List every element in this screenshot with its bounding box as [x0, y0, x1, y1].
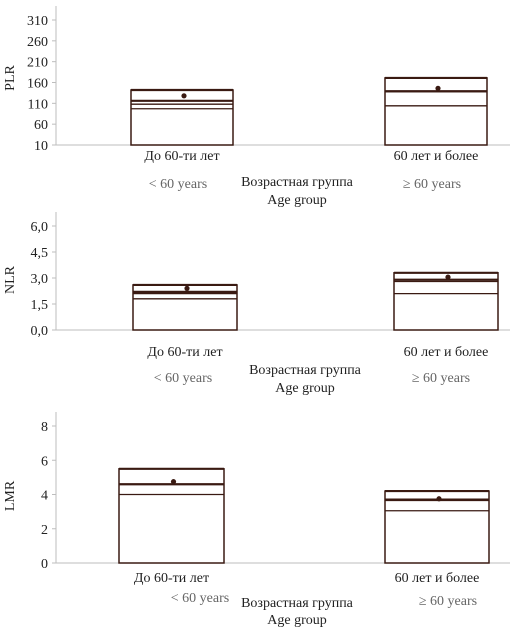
box-under-60 [132, 283, 238, 331]
y-tick-label: 6,0 [31, 220, 49, 235]
y-tick-label: 0,0 [31, 324, 49, 339]
mean-marker [445, 274, 451, 280]
mean-marker [436, 496, 442, 502]
x-axis-label-en: Age group [275, 381, 335, 396]
mean-marker [435, 85, 441, 91]
y-axis-label: NLR [3, 265, 18, 294]
y-axis-label: LMR [3, 480, 18, 511]
y-tick-label: 310 [27, 14, 48, 29]
y-tick-label: 110 [28, 97, 48, 112]
y-tick-label: 2 [41, 523, 48, 538]
box-60-and-over [384, 76, 488, 146]
box-body [384, 490, 490, 564]
x-axis-label-ru: Возрастная группа [241, 596, 354, 611]
box-60-and-over [384, 489, 490, 564]
x-axis-label-en: Age group [267, 613, 327, 628]
y-tick-label: 4 [41, 489, 48, 504]
box-body [393, 272, 499, 331]
category-label-ru: До 60-ти лет [147, 345, 222, 360]
box-under-60 [118, 467, 225, 564]
category-label-en: < 60 years [171, 591, 229, 606]
box-60-and-over [393, 271, 499, 331]
category-label-ru: 60 лет и более [404, 345, 489, 360]
x-axis-label-en: Age group [267, 193, 327, 208]
y-tick-label: 10 [34, 139, 48, 154]
category-label-ru: До 60-ти лет [144, 149, 219, 164]
y-tick-label: 6 [41, 454, 48, 469]
y-tick-label: 60 [34, 118, 48, 133]
x-axis-label-ru: Возрастная группа [249, 363, 362, 378]
y-tick-label: 0 [41, 557, 48, 572]
chart-panel-nlr: 6,0 4,5 3,0 1,5 0,0 NLR До 60-ти лет < 60 years… [3, 212, 510, 396]
box-under-60 [130, 88, 234, 146]
y-tick-label: 4,5 [31, 246, 49, 261]
y-tick-label: 1,5 [31, 298, 49, 313]
mean-marker [181, 93, 187, 99]
category-label-ru: 60 лет и более [394, 149, 479, 164]
category-label-ru: 60 лет и более [395, 571, 480, 586]
mean-marker [184, 285, 190, 291]
x-axis-label-ru: Возрастная группа [241, 175, 354, 190]
y-tick-label: 260 [27, 35, 48, 50]
category-label-en: < 60 years [154, 371, 212, 386]
y-tick-label: 8 [41, 420, 48, 435]
category-label-en: < 60 years [149, 177, 207, 192]
chart-panel-plr: 310 260 210 160 110 60 10 PLR До 60-ти лет < 60 y… [3, 6, 510, 208]
y-tick-label: 160 [27, 77, 48, 92]
y-axis-label: PLR [3, 65, 18, 91]
chart-panel-lmr: 8 6 4 2 0 LMR До 60-ти лет < 60 years 60 лет и б… [3, 412, 510, 628]
category-label-en: ≥ 60 years [403, 177, 461, 192]
category-label-ru: До 60-ти лет [134, 571, 209, 586]
box-body [384, 77, 488, 146]
mean-marker [170, 479, 177, 485]
category-label-en: ≥ 60 years [412, 371, 470, 386]
y-tick-label: 3,0 [31, 272, 49, 287]
y-tick-label: 210 [27, 56, 48, 71]
category-label-en: ≥ 60 years [419, 594, 477, 609]
box-body [130, 89, 234, 146]
